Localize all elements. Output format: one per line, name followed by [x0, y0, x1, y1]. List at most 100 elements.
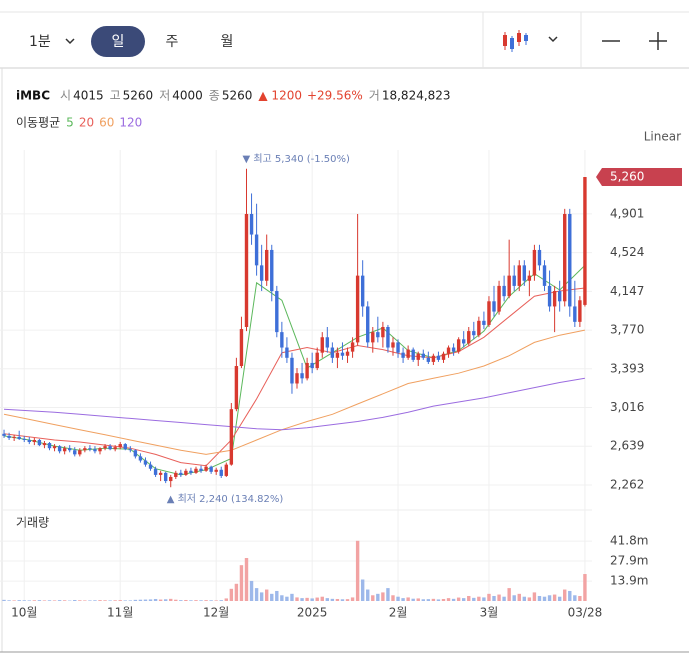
volume-bar	[320, 596, 324, 601]
candle-body	[295, 373, 299, 384]
y-tick-label: 3,770	[610, 323, 644, 337]
volume-bar	[360, 579, 365, 601]
volume-bar	[163, 599, 168, 601]
ma-legend-entry: 5	[66, 116, 74, 130]
volume-bar	[57, 600, 62, 601]
candle-body	[47, 443, 52, 449]
icon-body	[517, 33, 521, 42]
interval-selected-pill[interactable]	[91, 26, 145, 57]
candle-body	[537, 249, 542, 266]
interval-button[interactable]: 월	[221, 34, 234, 50]
volume-bar	[143, 599, 148, 601]
chart-type-icon[interactable]	[503, 30, 528, 52]
volume-bar	[52, 600, 57, 601]
volume-bar	[411, 598, 415, 601]
volume-bar	[158, 599, 163, 601]
ma-legend-entry: 120	[119, 116, 142, 130]
candle-body	[265, 249, 269, 281]
candle-body	[350, 342, 355, 352]
interval-button[interactable]: 주	[166, 34, 179, 50]
volume-bar	[527, 597, 532, 601]
candle-body	[138, 456, 143, 461]
candle-body	[436, 355, 441, 360]
candle-body	[285, 347, 289, 358]
y-tick-label: 2,639	[610, 439, 644, 453]
volume-bar	[103, 600, 107, 601]
volume-bar	[239, 565, 244, 601]
volume-bar	[17, 600, 21, 601]
candle-body	[386, 326, 390, 348]
candle-body	[83, 448, 87, 451]
volume-bar	[179, 600, 183, 601]
candle-body	[184, 470, 188, 475]
candle-body	[345, 351, 350, 356]
volume-bar	[502, 596, 506, 601]
candle-body	[68, 448, 72, 451]
volume-bar	[568, 590, 572, 601]
candle-body	[98, 448, 102, 452]
volume-bar	[285, 596, 289, 601]
candle-body	[229, 409, 234, 465]
volume-bar	[563, 589, 567, 601]
dropdown-chevron[interactable]	[65, 38, 75, 45]
volume-bar	[461, 598, 466, 601]
symbol: iMBC	[16, 89, 50, 103]
volume-bar	[118, 600, 122, 601]
candle-body	[330, 347, 335, 358]
candle-body	[406, 349, 410, 358]
candle-body	[214, 469, 218, 472]
volume-bar	[47, 600, 52, 601]
volume-bar	[431, 598, 436, 601]
volume-bar	[194, 600, 198, 601]
candle-body	[461, 339, 466, 344]
volume-bar	[88, 600, 92, 601]
candle-body	[93, 449, 97, 452]
scale-button[interactable]: Linear	[644, 130, 681, 144]
volume-bar	[2, 599, 6, 601]
x-tick-label: 2025	[297, 606, 328, 620]
volume-bar	[330, 598, 335, 601]
volume-bar	[406, 597, 410, 601]
dropdown-chevron[interactable]	[548, 36, 558, 43]
candle-body	[12, 436, 16, 438]
ma-legend-entry: 20	[79, 116, 94, 130]
volume-bar	[507, 588, 511, 601]
field-value: 5260	[123, 89, 154, 103]
field-value: 4000	[172, 89, 203, 103]
volume-bar	[583, 574, 587, 601]
candle-body	[52, 446, 57, 449]
candle-body	[451, 347, 456, 352]
candle-body	[426, 357, 431, 362]
volume-bar	[138, 599, 143, 601]
candle-body	[259, 265, 264, 281]
volume-bar	[78, 600, 82, 601]
candle-body	[163, 472, 168, 482]
volume-bar	[401, 598, 405, 601]
volume-bar	[148, 599, 153, 601]
candle-body	[517, 265, 521, 286]
candle-body	[2, 433, 6, 436]
candle-body	[456, 339, 461, 352]
candle-body	[376, 332, 380, 338]
candle-body	[335, 352, 340, 358]
volume-bar	[310, 598, 314, 601]
volume-bar	[42, 600, 47, 601]
volume-bar	[270, 593, 274, 601]
interval-button[interactable]: 일	[112, 34, 125, 50]
volume-bar	[244, 558, 249, 601]
candle-body	[578, 300, 582, 322]
candle-body	[78, 450, 82, 455]
candle-body	[234, 366, 239, 410]
candle-body	[482, 320, 486, 325]
candle-body	[280, 332, 284, 348]
volume-bar	[249, 580, 254, 601]
zoom-in-button[interactable]	[649, 32, 667, 50]
interval-button[interactable]: 1분	[29, 34, 51, 50]
volume-tick-label: 41.8m	[610, 534, 648, 548]
candle-body	[487, 301, 491, 325]
volume-bar	[265, 589, 269, 601]
candle-body	[224, 464, 228, 476]
volume-bar	[234, 583, 239, 601]
candle-body	[219, 469, 223, 476]
y-tick-label: 4,524	[610, 245, 644, 259]
